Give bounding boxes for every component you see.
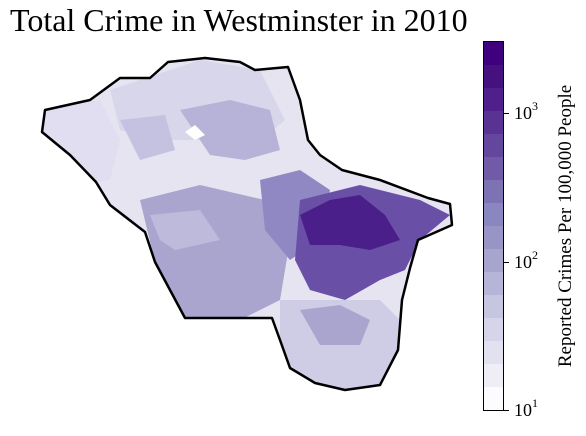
borough-boundary — [40, 56, 454, 392]
colorbar-tick-100 — [504, 262, 509, 263]
colorbar-segment — [484, 317, 503, 341]
region-hotspot — [300, 195, 400, 250]
colorbar-segment — [484, 41, 503, 65]
colorbar-segment — [484, 363, 503, 387]
region-white-patch — [185, 125, 205, 140]
colorbar — [483, 41, 504, 411]
colorbar-segment — [484, 248, 503, 272]
region-south-mid — [300, 305, 370, 345]
region-northwest-blue — [120, 115, 175, 160]
colorbar-tick-10 — [504, 410, 509, 411]
colorbar-segment — [484, 294, 503, 318]
westminster-choropleth-map — [40, 56, 454, 392]
colorbar-segment — [484, 271, 503, 295]
colorbar-tick-label-1000: 103 — [514, 99, 538, 123]
region-west — [42, 100, 120, 182]
map-title: Total Crime in Westminster in 2010 — [10, 2, 468, 38]
colorbar-segment — [484, 386, 503, 410]
colorbar-segment — [484, 87, 503, 111]
colorbar-segment — [484, 179, 503, 203]
colorbar-tick-label-10: 101 — [514, 396, 538, 420]
colorbar-segment — [484, 202, 503, 226]
colorbar-segment — [484, 225, 503, 249]
region-north-mid — [180, 100, 280, 160]
colorbar-segment — [484, 133, 503, 157]
colorbar-label: Reported Crimes Per 100,000 People — [555, 84, 576, 368]
region-west-strip — [150, 210, 220, 250]
colorbar-tick-label-100: 102 — [514, 248, 538, 272]
colorbar-tick-1000 — [504, 113, 509, 114]
colorbar-segment — [484, 340, 503, 364]
colorbar-segment — [484, 110, 503, 134]
colorbar-segment — [484, 64, 503, 88]
colorbar-segment — [484, 156, 503, 180]
